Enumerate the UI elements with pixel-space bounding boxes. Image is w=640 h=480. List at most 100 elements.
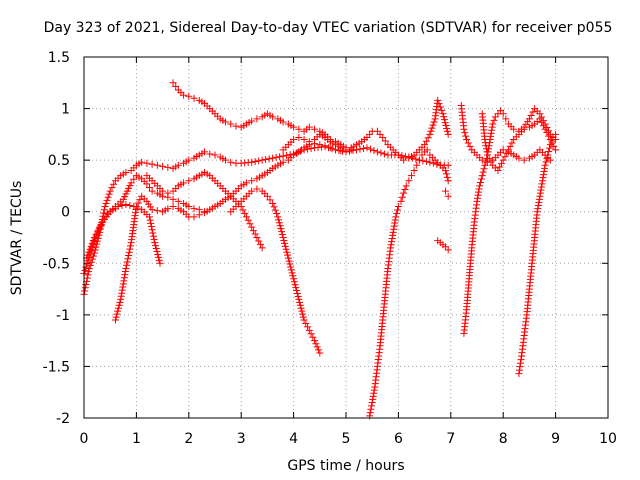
data-point: [81, 284, 89, 292]
data-point: [297, 147, 305, 155]
data-point: [242, 213, 250, 221]
data-point: [279, 152, 287, 160]
data-point: [156, 259, 164, 267]
data-point: [271, 206, 279, 214]
data-point: [430, 118, 438, 126]
data-point: [545, 144, 553, 152]
data-point: [482, 145, 490, 153]
data-point: [485, 154, 493, 162]
data-point: [392, 213, 400, 221]
data-point: [114, 307, 122, 315]
data-point: [273, 210, 281, 218]
data-point: [84, 271, 92, 279]
data-point: [105, 190, 113, 198]
data-point: [89, 236, 97, 244]
x-tick-label: 9: [551, 431, 560, 447]
data-point: [119, 283, 127, 291]
data-point: [180, 179, 188, 187]
series-arc-g: [227, 185, 324, 357]
data-point: [148, 160, 156, 168]
data-point: [104, 193, 112, 201]
data-point: [422, 137, 430, 145]
data-point: [148, 187, 156, 195]
data-point: [211, 151, 219, 159]
data-point: [434, 96, 442, 104]
data-point: [542, 158, 550, 166]
data-point: [410, 166, 418, 174]
data-point: [146, 183, 153, 191]
data-point: [132, 203, 140, 211]
data-point: [541, 161, 549, 169]
data-point: [537, 186, 545, 194]
series-arc-e: [169, 79, 355, 154]
data-point: [102, 199, 110, 207]
data-point: [253, 234, 261, 241]
data-point: [429, 159, 437, 167]
data-point: [540, 171, 548, 179]
data-point: [515, 370, 523, 378]
data-point: [295, 295, 303, 303]
data-point: [438, 106, 446, 114]
data-point: [285, 257, 293, 265]
data-point: [269, 154, 277, 162]
data-point: [373, 148, 381, 156]
data-point: [81, 287, 89, 295]
data-point: [442, 170, 450, 178]
data-point: [400, 189, 408, 197]
data-point: [206, 150, 214, 158]
data-point: [255, 157, 263, 165]
data-point: [174, 161, 182, 169]
data-point: [316, 349, 324, 357]
data-point: [444, 177, 452, 185]
data-point: [394, 203, 402, 211]
data-point: [155, 256, 163, 264]
data-point: [123, 258, 131, 266]
data-point: [274, 213, 282, 221]
data-point: [412, 155, 420, 163]
data-point: [287, 266, 295, 274]
data-point: [316, 141, 324, 149]
data-point: [307, 330, 315, 338]
data-point: [539, 177, 546, 185]
data-point: [126, 245, 134, 253]
data-point: [258, 156, 266, 164]
plot-frame: [83, 56, 609, 419]
data-point: [419, 157, 427, 165]
data-point: [103, 196, 111, 204]
data-point: [429, 121, 437, 129]
data-point: [84, 251, 92, 259]
data-point: [297, 304, 305, 312]
data-point: [476, 178, 484, 186]
data-point: [313, 343, 321, 351]
data-point: [286, 260, 294, 268]
y-tick-labels: -2 -1.5 -1 -0.5 0 0.5 1 1.5: [43, 50, 70, 427]
data-point: [516, 359, 524, 367]
data-point: [290, 136, 298, 144]
data-point: [363, 144, 371, 152]
data-point: [423, 146, 431, 154]
data-point: [443, 124, 451, 132]
data-point: [81, 266, 89, 274]
data-point: [494, 166, 502, 174]
data-point: [546, 156, 554, 164]
chart-title: Day 323 of 2021, Sidereal Day-to-day VTE…: [44, 20, 613, 36]
data-point: [272, 153, 280, 161]
data-point: [90, 234, 98, 241]
data-point: [281, 239, 289, 247]
data-point: [172, 82, 180, 90]
data-point: [309, 333, 317, 341]
data-point: [388, 238, 396, 246]
data-point: [164, 163, 172, 171]
data-point: [503, 149, 511, 157]
y-tick-label: -2: [56, 411, 70, 427]
data-point: [294, 292, 302, 300]
data-point: [305, 138, 313, 146]
series-arc-l: [457, 101, 554, 166]
x-tick-label: 7: [446, 431, 455, 447]
data-point: [326, 144, 334, 152]
data-point: [401, 186, 409, 194]
data-point: [87, 242, 95, 250]
data-point: [441, 119, 449, 127]
data-point: [370, 386, 378, 394]
data-point: [248, 158, 256, 166]
